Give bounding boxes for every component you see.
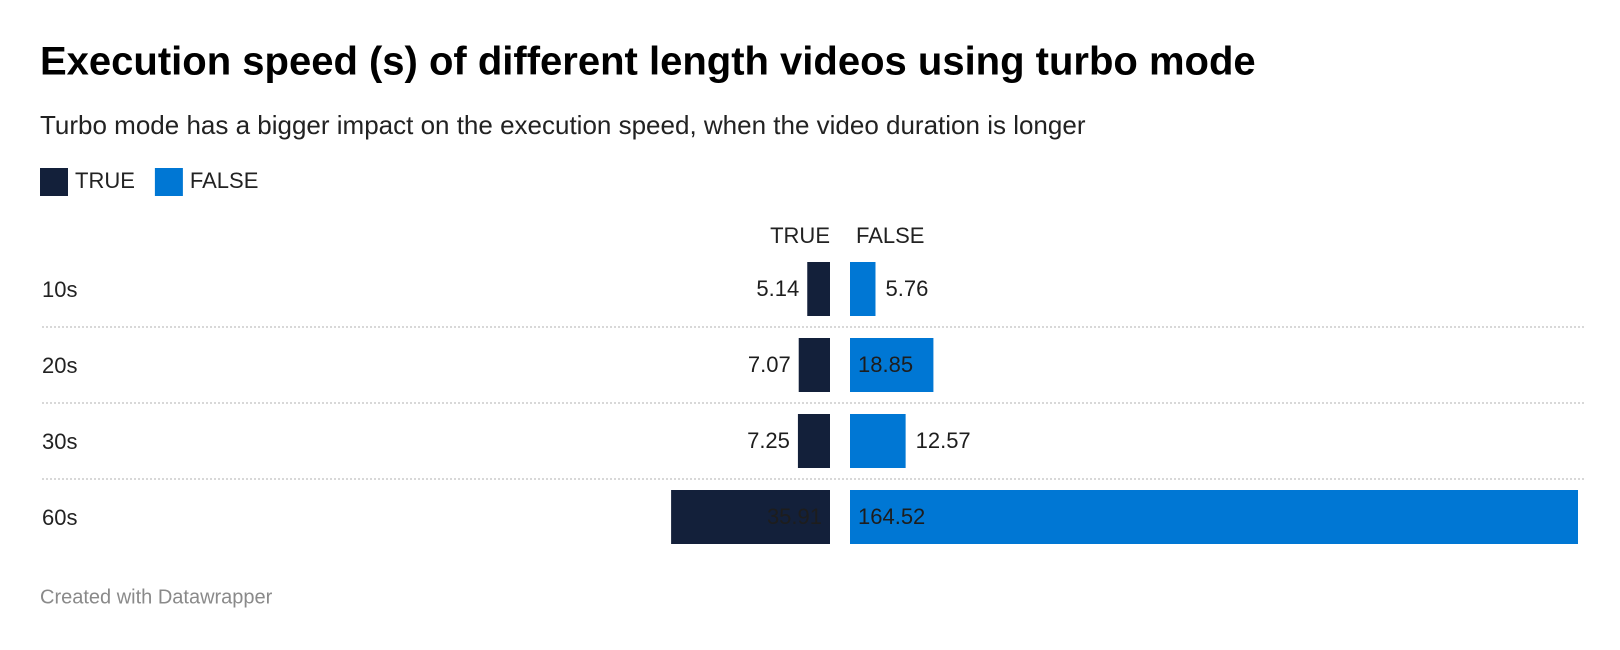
chart-title: Execution speed (s) of different length … [40, 40, 1256, 84]
value-label: 7.25 [747, 428, 790, 453]
bar [797, 414, 830, 468]
bar [850, 338, 934, 392]
footer: Created with Datawrapper [40, 586, 273, 608]
bar [807, 262, 830, 316]
bar [798, 338, 830, 392]
bar [671, 490, 830, 544]
value-label: 164.52 [858, 504, 925, 529]
legend-swatch [154, 168, 183, 196]
column-header: FALSE [856, 223, 924, 248]
value-label: 5.14 [756, 276, 799, 301]
legend-label: TRUE [75, 168, 135, 193]
bar [850, 490, 1578, 544]
bar [850, 414, 906, 468]
category-label: 20s [42, 353, 77, 378]
value-label: 18.85 [858, 352, 913, 377]
value-label: 5.76 [885, 276, 928, 301]
chart-subtitle: Turbo mode has a bigger impact on the ex… [40, 110, 1086, 140]
category-label: 30s [42, 429, 77, 454]
value-label: 12.57 [916, 428, 971, 453]
category-label: 10s [42, 277, 77, 302]
value-label: 35.91 [767, 504, 822, 529]
legend-swatch [40, 168, 68, 196]
bar [850, 262, 876, 316]
value-label: 7.07 [748, 352, 791, 377]
category-label: 60s [42, 505, 77, 530]
column-header: TRUE [770, 223, 830, 248]
legend-label: FALSE [190, 168, 258, 193]
